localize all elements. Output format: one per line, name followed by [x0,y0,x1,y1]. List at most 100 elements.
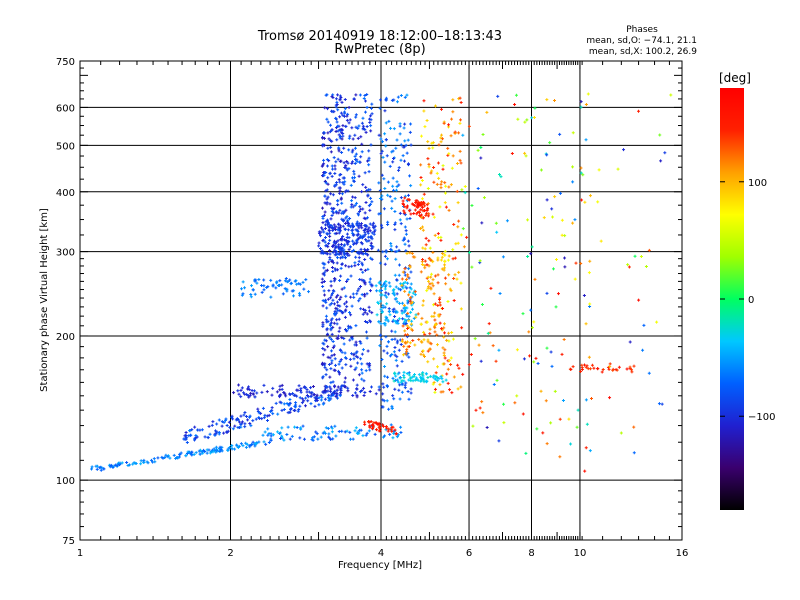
echo-point [391,176,395,180]
echo-point [349,274,353,278]
echo-point [423,259,427,263]
echo-point [357,124,361,128]
echo-point [278,400,282,404]
echo-point [372,230,376,234]
echo-point [390,206,394,210]
echo-point [198,452,202,456]
echo-point [387,340,391,344]
y-tick-label: 400 [56,188,75,199]
echo-point [297,408,301,412]
echo-point [400,382,404,386]
echo-point [429,374,433,378]
echo-point [471,424,475,428]
echo-point [266,427,270,431]
echo-point [544,399,548,403]
echo-point [260,417,264,421]
echo-point [346,324,350,328]
echo-point [344,208,348,212]
echo-point [421,303,425,307]
echo-point [146,461,150,465]
echo-point [369,106,373,110]
echo-point [571,221,575,225]
echo-point [328,336,332,340]
echo-point [337,178,341,182]
echo-point [404,143,408,147]
echo-point [487,322,491,326]
echo-point [431,375,435,379]
echo-point [447,331,451,335]
echo-point [262,288,266,292]
echo-point [339,390,343,394]
echo-point [377,181,381,185]
echo-point [571,180,575,184]
echo-point [367,163,371,167]
echo-point [404,229,408,233]
echo-point [346,112,350,116]
echo-point [288,278,292,282]
echo-point [351,239,355,243]
echo-point [438,321,442,325]
echo-point [243,425,247,429]
echo-point [201,450,205,454]
echo-point [409,301,413,305]
echo-point [266,433,270,437]
echo-point [402,303,406,307]
echo-point [313,404,317,408]
echo-point [331,250,335,254]
echo-point [329,349,333,353]
echo-point [345,300,349,304]
echo-point [642,323,646,327]
echo-point [312,393,316,397]
echo-point [385,154,389,158]
echo-point [330,95,334,99]
echo-point [554,305,558,309]
echo-point [365,321,369,325]
echo-point [388,432,392,436]
echo-point [364,433,368,437]
echo-point [583,363,587,367]
echo-point [370,231,374,235]
echo-point [320,164,324,168]
echo-point [364,227,368,231]
echo-point [312,435,316,439]
echo-point [539,168,543,172]
echo-point [443,331,447,335]
echo-point [331,346,335,350]
echo-point [331,93,335,97]
echo-point [359,285,363,289]
echo-point [441,380,445,384]
echo-point [331,193,335,197]
echo-point [230,444,234,448]
echo-point [419,379,423,383]
colorbar-label: [deg] [719,71,751,85]
echo-point [370,423,374,427]
echo-point [355,240,359,244]
echo-point [335,392,339,396]
echo-point [413,203,417,207]
echo-point [345,241,349,245]
echo-point [379,333,383,337]
echo-point [470,203,474,207]
echo-point [326,389,330,393]
echo-point [532,320,536,324]
echo-point [254,278,258,282]
echo-point [334,160,338,164]
echo-point [579,171,583,175]
echo-point [459,118,463,122]
echo-point [440,133,444,137]
echo-point [394,257,398,261]
echo-point [405,306,409,310]
echo-point [261,406,265,410]
echo-point [356,430,360,434]
echo-point [247,385,251,389]
echo-point [491,344,495,348]
echo-point [362,234,366,238]
echo-point [397,166,401,170]
echo-point [240,386,244,390]
echo-point [443,260,447,264]
echo-point [406,333,410,337]
echo-point [293,404,297,408]
echo-point [399,425,403,429]
echo-point [321,239,325,243]
